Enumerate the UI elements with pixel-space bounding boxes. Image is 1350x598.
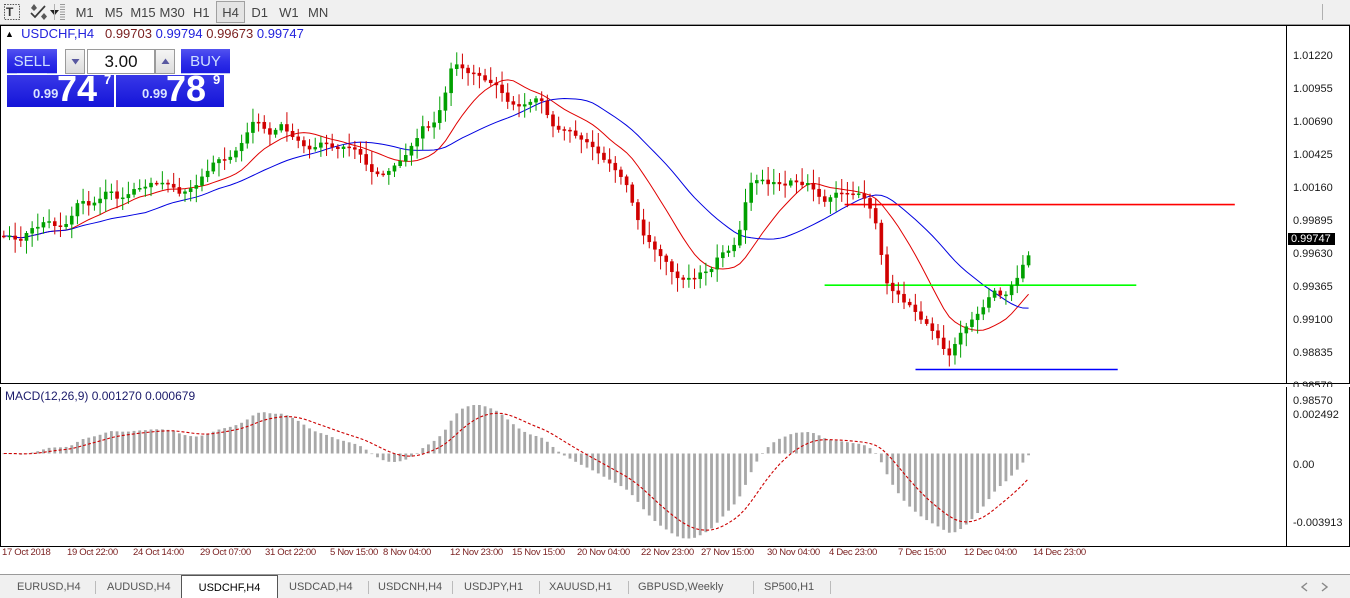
svg-text:T: T — [6, 5, 14, 19]
